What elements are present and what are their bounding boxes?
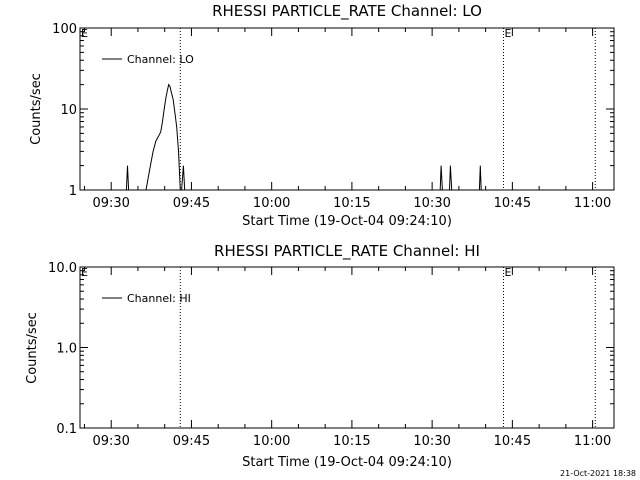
- panel-lo: RHESSI PARTICLE_RATE Channel: LO Counts/…: [29, 2, 615, 229]
- x-tick-label: 10:30: [413, 434, 450, 449]
- x-tick-label: 10:15: [333, 434, 370, 449]
- x-tick-label: 09:30: [92, 196, 129, 211]
- y-tick-label: 1: [69, 184, 77, 199]
- chart-title: RHESSI PARTICLE_RATE Channel: HI: [214, 242, 480, 261]
- y-tick-label: 10.0: [48, 261, 77, 276]
- time-marker-label: E: [504, 27, 511, 40]
- time-marker-label: E: [81, 266, 88, 279]
- chart-title: RHESSI PARTICLE_RATE Channel: LO: [212, 2, 482, 21]
- x-tick-label: 11:00: [574, 434, 611, 449]
- x-tick-label: 09:45: [173, 196, 210, 211]
- legend-entry: Channel: HI: [127, 292, 191, 305]
- panel-hi: RHESSI PARTICLE_RATE Channel: HI Counts/…: [25, 242, 615, 470]
- time-marker-label: E: [81, 27, 88, 40]
- y-tick-label: 100: [52, 22, 77, 37]
- x-axis-label: Start Time (19-Oct-04 09:24:10): [242, 455, 452, 470]
- y-tick-label: 10: [60, 103, 77, 118]
- time-marker-label: E: [504, 266, 511, 279]
- x-axis-label: Start Time (19-Oct-04 09:24:10): [242, 214, 452, 229]
- x-tick-label: 09:30: [92, 434, 129, 449]
- y-axis-label: Counts/sec: [29, 73, 44, 145]
- footer-timestamp: 21-Oct-2021 18:38: [560, 469, 636, 478]
- series-line: [125, 83, 482, 191]
- y-tick-label: 0.1: [56, 422, 77, 437]
- x-tick-label: 11:00: [574, 196, 611, 211]
- x-tick-label: 10:15: [333, 196, 370, 211]
- x-tick-label: 10:45: [494, 434, 531, 449]
- x-tick-label: 10:30: [413, 196, 450, 211]
- x-tick-label: 09:45: [173, 434, 210, 449]
- y-axis-label: Counts/sec: [25, 312, 40, 384]
- y-tick-label: 1.0: [56, 342, 77, 357]
- x-tick-label: 10:00: [253, 196, 290, 211]
- x-tick-label: 10:45: [494, 196, 531, 211]
- x-tick-label: 10:00: [253, 434, 290, 449]
- legend-entry: Channel: LO: [127, 53, 194, 66]
